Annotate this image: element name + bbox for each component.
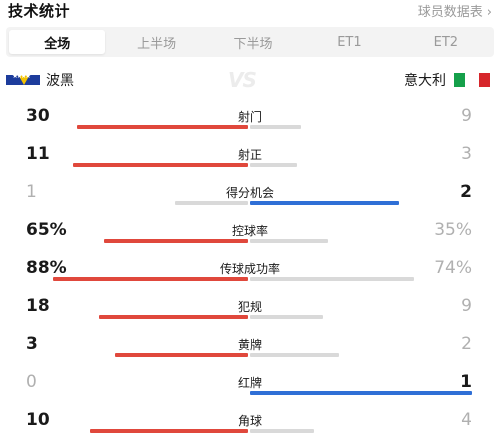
tab-et2[interactable]: ET2 bbox=[433, 34, 459, 50]
away-bar-track bbox=[250, 353, 472, 357]
tab-et1[interactable]: ET1 bbox=[337, 34, 362, 50]
stat-label: 控球率 bbox=[231, 224, 268, 238]
home-bar bbox=[174, 201, 248, 205]
away-bar bbox=[250, 277, 415, 281]
away-stat-value: 74% bbox=[434, 258, 472, 278]
away-bar-track bbox=[250, 429, 472, 433]
away-bar-track bbox=[250, 163, 472, 167]
away-stat-value: 9 bbox=[461, 296, 472, 316]
stat-row: 10 角球 4 bbox=[0, 404, 500, 440]
home-bar-track bbox=[26, 125, 248, 129]
home-team-name: 波黑 bbox=[46, 73, 74, 89]
bosnia-flag-icon: ★★★★ bbox=[6, 75, 40, 85]
stat-row: 30 射门 9 bbox=[0, 100, 500, 138]
away-bar bbox=[250, 201, 399, 205]
section-title: 技术统计 bbox=[8, 2, 71, 20]
home-stat-value: 30 bbox=[26, 106, 50, 126]
home-bar-track bbox=[26, 429, 248, 433]
player-stats-link[interactable]: 球员数据表 › bbox=[418, 1, 492, 20]
stats-header: 技术统计 球员数据表 › bbox=[0, 0, 500, 22]
player-stats-link-label: 球员数据表 bbox=[417, 5, 483, 20]
stat-label: 射门 bbox=[237, 110, 262, 124]
home-bar bbox=[90, 429, 248, 433]
away-stat-value: 1 bbox=[460, 372, 472, 392]
chevron-right-icon: › bbox=[486, 5, 492, 20]
stats-list: 30 射门 9 11 射正 3 1 得分机会 2 65% 控球率 35% 88% 传球成功率 74% 18 犯规… bbox=[0, 100, 500, 440]
home-stat-value: 11 bbox=[26, 144, 50, 164]
home-stat-value: 10 bbox=[26, 410, 50, 430]
stat-label: 得分机会 bbox=[225, 186, 274, 200]
home-bar bbox=[72, 163, 248, 167]
home-bar bbox=[52, 277, 248, 281]
away-bar-track bbox=[250, 125, 472, 129]
away-bar bbox=[250, 315, 324, 319]
tab-first-half[interactable]: 上半场 bbox=[137, 36, 177, 52]
away-stat-value: 2 bbox=[461, 334, 472, 354]
stat-label: 传球成功率 bbox=[219, 262, 280, 276]
stat-label: 角球 bbox=[237, 414, 262, 428]
home-bar-track bbox=[26, 201, 248, 205]
home-bar bbox=[103, 239, 248, 243]
home-bar-track bbox=[26, 315, 248, 319]
away-bar bbox=[250, 239, 328, 243]
home-stat-value: 0 bbox=[26, 372, 37, 392]
teams-row: ★★★★ 波黑 VS 意大利 bbox=[0, 64, 500, 94]
home-bar bbox=[114, 353, 248, 357]
stat-row: 3 黄牌 2 bbox=[0, 328, 500, 366]
away-team: 意大利 bbox=[404, 70, 490, 90]
home-team: ★★★★ 波黑 bbox=[6, 70, 74, 90]
home-bar-track bbox=[26, 163, 248, 167]
away-stat-value: 2 bbox=[460, 182, 472, 202]
home-bar-track bbox=[26, 353, 248, 357]
away-bar bbox=[250, 391, 472, 395]
home-stat-value: 3 bbox=[26, 334, 38, 354]
away-bar-track bbox=[250, 315, 472, 319]
home-bar bbox=[99, 315, 248, 319]
home-stat-value: 18 bbox=[26, 296, 50, 316]
away-bar-track bbox=[250, 391, 472, 395]
away-bar-track bbox=[250, 277, 472, 281]
home-bar-track bbox=[26, 239, 248, 243]
stat-label: 犯规 bbox=[237, 300, 262, 314]
vs-watermark: VS bbox=[228, 68, 257, 92]
home-bar-track bbox=[26, 391, 248, 395]
away-bar bbox=[250, 429, 315, 433]
away-stat-value: 35% bbox=[434, 220, 472, 240]
home-bar bbox=[77, 125, 248, 129]
home-bar-track bbox=[26, 277, 248, 281]
stat-row: 18 犯规 9 bbox=[0, 290, 500, 328]
away-stat-value: 3 bbox=[461, 144, 472, 164]
tab-full-match[interactable]: 全场 bbox=[9, 30, 106, 54]
italy-flag-icon bbox=[454, 73, 490, 87]
stat-row: 1 得分机会 2 bbox=[0, 176, 500, 214]
stat-row: 88% 传球成功率 74% bbox=[0, 252, 500, 290]
stat-label: 红牌 bbox=[237, 376, 262, 390]
stat-label: 射正 bbox=[237, 148, 262, 162]
stat-row: 11 射正 3 bbox=[0, 138, 500, 176]
away-bar bbox=[250, 163, 297, 167]
away-team-name: 意大利 bbox=[404, 73, 446, 89]
period-tabs: 全场 上半场 下半场 ET1 ET2 bbox=[6, 27, 494, 57]
home-stat-value: 65% bbox=[26, 220, 67, 240]
stat-row: 0 红牌 1 bbox=[0, 366, 500, 404]
away-bar-track bbox=[250, 239, 472, 243]
tab-second-half[interactable]: 下半场 bbox=[233, 36, 273, 52]
stat-label: 黄牌 bbox=[237, 338, 262, 352]
away-bar-track bbox=[250, 201, 472, 205]
home-stat-value: 88% bbox=[26, 258, 67, 278]
away-stat-value: 4 bbox=[461, 410, 472, 430]
away-bar bbox=[250, 353, 339, 357]
away-bar bbox=[250, 125, 302, 129]
home-stat-value: 1 bbox=[26, 182, 37, 202]
away-stat-value: 9 bbox=[461, 106, 472, 126]
stat-row: 65% 控球率 35% bbox=[0, 214, 500, 252]
